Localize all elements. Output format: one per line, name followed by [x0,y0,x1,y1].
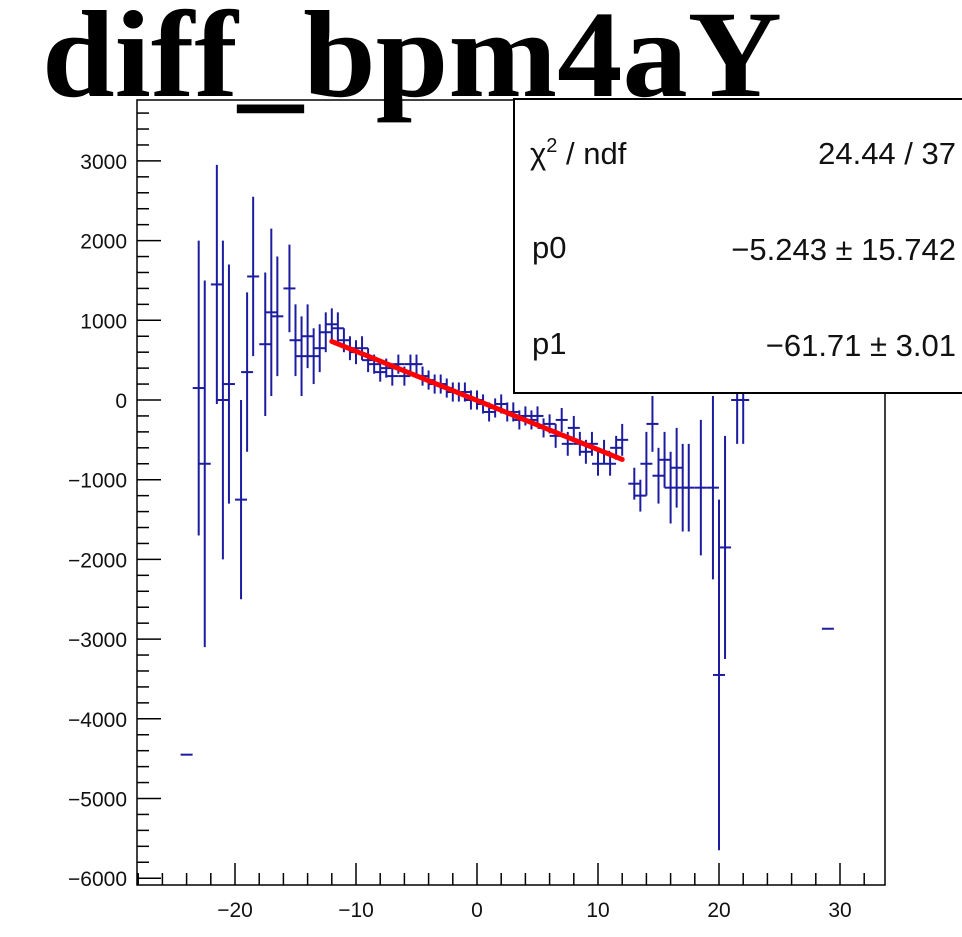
y-tick-label: 1000 [80,310,127,333]
data-point [670,427,683,508]
data-point [289,304,302,377]
data-point [713,499,725,851]
y-tick-label: −6000 [68,868,127,891]
chi2-value: 24.44 / 37 [818,136,956,171]
data-point [640,431,653,496]
data-point [331,312,344,345]
data-point [628,467,641,500]
data-point [646,396,659,452]
plot-frame [136,99,886,886]
x-tick-label: −10 [338,899,374,922]
data-point [307,328,320,385]
data-point [259,272,272,416]
data-point [555,407,568,432]
data-point [192,240,205,536]
x-tick-label: 10 [586,899,609,922]
x-tick-label: 30 [828,899,851,922]
chi2-label: χ2 / ndf [530,135,627,171]
y-tick-label: −3000 [68,629,127,652]
y-tick-label: 0 [115,390,127,413]
y-tick-label: −1000 [68,470,127,493]
x-tick-label: 0 [471,899,483,922]
data-point [664,451,677,524]
data-point [235,400,248,600]
axis-tick-labels: −20 −10 0 10 20 30 −6000 −5000 −4000 −3000 −2000 −1… [68,151,852,922]
axis-ticks [137,112,865,885]
data-point [592,451,604,476]
data-point [719,435,732,660]
y-tick-label: 2000 [80,231,127,254]
data-point [374,362,387,382]
data-point [616,423,629,456]
data-point [216,240,229,560]
data-point [301,304,314,369]
data-point [313,324,326,373]
y-tick-label: −4000 [68,709,127,732]
stats-box: χ2 / ndf 24.44 / 37 p0 −5.243 ± 15.742 p… [513,98,962,394]
data-point [247,196,260,357]
data-point [222,264,235,504]
x-tick-label: −20 [217,899,253,922]
data-point [706,396,719,580]
data-point [694,419,707,556]
y-tick-label: 3000 [80,151,127,174]
data-layer [180,164,834,851]
fit-line [329,338,625,462]
p1-value: −61.71 ± 3.01 [766,328,956,363]
y-tick-label: −5000 [68,789,127,812]
data-point [265,228,278,397]
p0-value: −5.243 ± 15.742 [731,232,956,267]
data-point [410,354,423,374]
data-point [652,447,665,504]
data-point [567,415,580,440]
data-point [283,244,296,333]
data-point [325,308,338,341]
data-point [386,366,399,386]
p1-label: p1 [532,326,566,361]
data-point [271,256,284,377]
data-point [319,312,332,353]
data-point [198,280,211,648]
data-point [634,479,647,512]
p0-label: p0 [532,230,566,265]
y-tick-label: −2000 [68,549,127,572]
data-point [241,292,254,452]
data-point [295,316,308,397]
data-point [210,164,223,404]
data-point [658,431,671,488]
x-tick-label: 20 [707,899,730,922]
data-point [682,443,695,532]
